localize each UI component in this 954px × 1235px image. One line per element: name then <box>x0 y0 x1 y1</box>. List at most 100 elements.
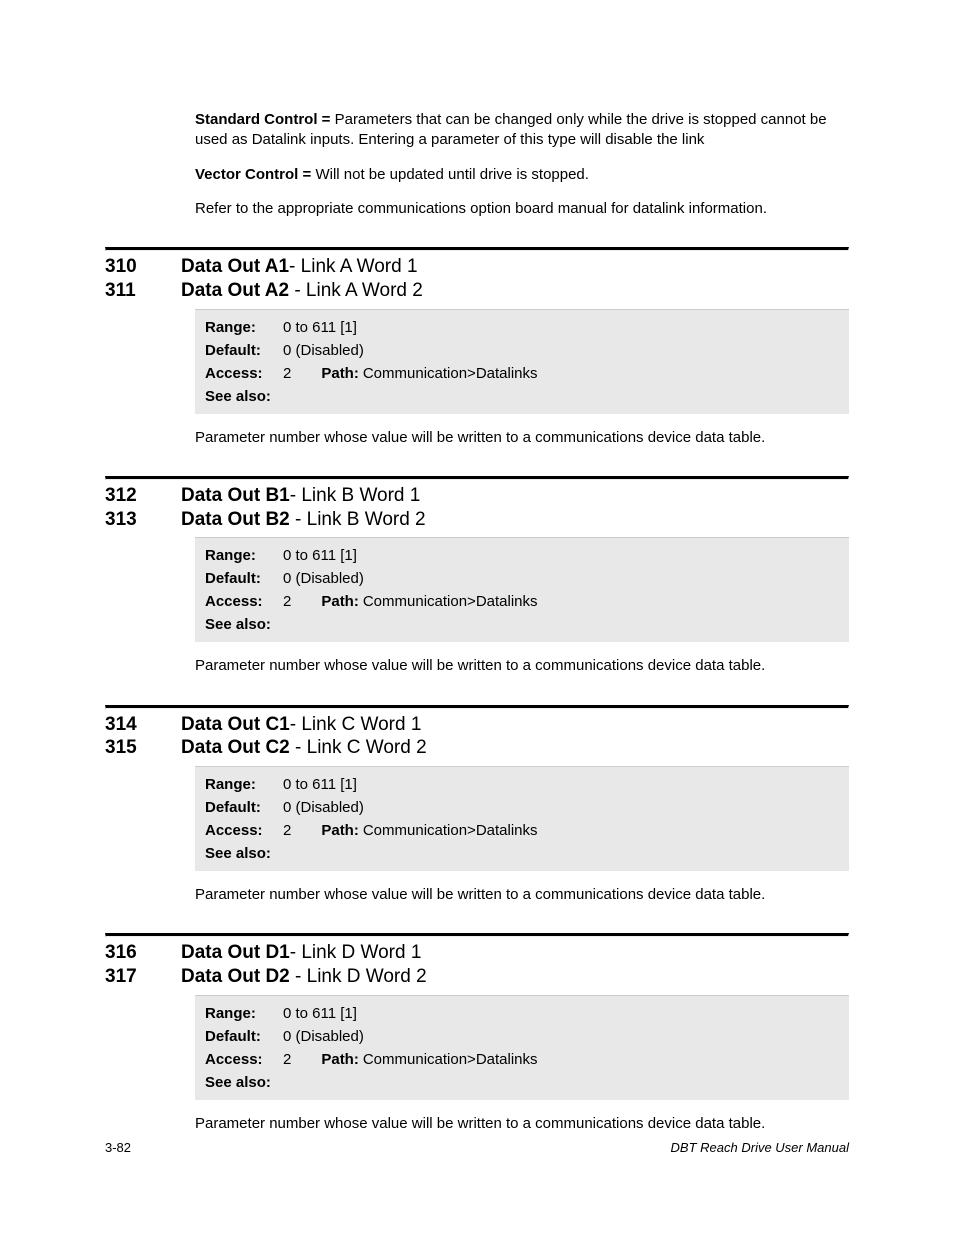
page-number: 3-82 <box>105 1140 131 1155</box>
default-label: Default: <box>205 342 283 359</box>
page: Standard Control = Parameters that can b… <box>0 0 954 1235</box>
parameter-description: Parameter number whose value will be wri… <box>195 885 849 905</box>
vector-control-text: Will not be updated until drive is stopp… <box>315 166 589 183</box>
see-also-value <box>283 845 313 862</box>
see-also-label: See also: <box>205 616 283 633</box>
parameter-description: Parameter number whose value will be wri… <box>195 1114 849 1134</box>
access-label: Access: <box>205 365 283 382</box>
default-value: 0 (Disabled) <box>283 570 394 587</box>
separator-rule <box>105 933 849 937</box>
parameter-details-box: Range: 0 to 611 [1] Default: 0 (Disabled… <box>195 995 849 1100</box>
default-value: 0 (Disabled) <box>283 1028 394 1045</box>
default-row: Default: 0 (Disabled) <box>205 567 839 590</box>
parameter-number-2: 315 <box>105 736 177 760</box>
range-row: Range: 0 to 611 [1] <box>205 544 839 567</box>
access-row: Access: 2 Path: Communication>Datalinks <box>205 590 839 613</box>
parameter-header: 316 317 Data Out D1- Link D Word 1 Data … <box>105 941 849 989</box>
see-also-row: See also: <box>205 842 839 865</box>
range-row: Range: 0 to 611 [1] <box>205 773 839 796</box>
see-also-value <box>283 1074 313 1091</box>
default-row: Default: 0 (Disabled) <box>205 796 839 819</box>
parameter-details-box: Range: 0 to 611 [1] Default: 0 (Disabled… <box>195 766 849 871</box>
parameter-numbers: 310 311 <box>105 255 181 303</box>
range-value: 0 to 611 [1] <box>283 776 387 793</box>
default-label: Default: <box>205 799 283 816</box>
see-also-row: See also: <box>205 613 839 636</box>
parameter-title-line-2: Data Out C2 - Link C Word 2 <box>181 736 849 760</box>
range-value: 0 to 611 [1] <box>283 547 387 564</box>
range-label: Range: <box>205 547 283 564</box>
parameter-titles: Data Out C1- Link C Word 1 Data Out C2 -… <box>181 713 849 761</box>
access-value: 2 <box>283 1051 321 1068</box>
range-label: Range: <box>205 319 283 336</box>
parameter-number-1: 316 <box>105 941 177 965</box>
access-value: 2 <box>283 593 321 610</box>
access-label: Access: <box>205 822 283 839</box>
parameter-details-box: Range: 0 to 611 [1] Default: 0 (Disabled… <box>195 537 849 642</box>
path-label: Path: <box>321 822 363 839</box>
range-row: Range: 0 to 611 [1] <box>205 1002 839 1025</box>
range-label: Range: <box>205 776 283 793</box>
see-also-label: See also: <box>205 1074 283 1091</box>
manual-title: DBT Reach Drive User Manual <box>671 1140 849 1155</box>
access-row: Access: 2 Path: Communication>Datalinks <box>205 1048 839 1071</box>
parameter-block: 312 313 Data Out B1- Link B Word 1 Data … <box>105 476 849 677</box>
path-value: Communication>Datalinks <box>363 365 538 382</box>
parameter-titles: Data Out A1- Link A Word 1 Data Out A2 -… <box>181 255 849 303</box>
refer-text: Refer to the appropriate communications … <box>195 199 849 219</box>
access-row: Access: 2 Path: Communication>Datalinks <box>205 819 839 842</box>
see-also-row: See also: <box>205 385 839 408</box>
parameter-description: Parameter number whose value will be wri… <box>195 428 849 448</box>
range-value: 0 to 611 [1] <box>283 1005 387 1022</box>
default-row: Default: 0 (Disabled) <box>205 1025 839 1048</box>
parameter-number-2: 317 <box>105 965 177 989</box>
path-label: Path: <box>321 365 363 382</box>
parameter-description: Parameter number whose value will be wri… <box>195 656 849 676</box>
intro-section: Standard Control = Parameters that can b… <box>195 110 849 219</box>
default-row: Default: 0 (Disabled) <box>205 339 839 362</box>
see-also-value <box>283 388 313 405</box>
parameter-title-line-1: Data Out A1- Link A Word 1 <box>181 255 849 279</box>
parameter-titles: Data Out B1- Link B Word 1 Data Out B2 -… <box>181 484 849 532</box>
parameter-titles: Data Out D1- Link D Word 1 Data Out D2 -… <box>181 941 849 989</box>
parameter-header: 310 311 Data Out A1- Link A Word 1 Data … <box>105 255 849 303</box>
parameter-blocks: 310 311 Data Out A1- Link A Word 1 Data … <box>105 247 849 1134</box>
access-label: Access: <box>205 1051 283 1068</box>
path-value: Communication>Datalinks <box>363 1051 538 1068</box>
default-value: 0 (Disabled) <box>283 342 394 359</box>
default-value: 0 (Disabled) <box>283 799 394 816</box>
parameter-number-1: 312 <box>105 484 177 508</box>
access-row: Access: 2 Path: Communication>Datalinks <box>205 362 839 385</box>
parameter-block: 316 317 Data Out D1- Link D Word 1 Data … <box>105 933 849 1134</box>
vector-control-paragraph: Vector Control = Will not be updated unt… <box>195 165 849 185</box>
path-value: Communication>Datalinks <box>363 822 538 839</box>
parameter-title-line-1: Data Out C1- Link C Word 1 <box>181 713 849 737</box>
access-value: 2 <box>283 365 321 382</box>
path-label: Path: <box>321 1051 363 1068</box>
parameter-numbers: 312 313 <box>105 484 181 532</box>
default-label: Default: <box>205 1028 283 1045</box>
parameter-number-2: 313 <box>105 508 177 532</box>
parameter-block: 314 315 Data Out C1- Link C Word 1 Data … <box>105 705 849 906</box>
parameter-title-line-2: Data Out D2 - Link D Word 2 <box>181 965 849 989</box>
separator-rule <box>105 247 849 251</box>
see-also-value <box>283 616 313 633</box>
see-also-row: See also: <box>205 1071 839 1094</box>
parameter-number-1: 310 <box>105 255 177 279</box>
parameter-title-line-1: Data Out B1- Link B Word 1 <box>181 484 849 508</box>
standard-control-paragraph: Standard Control = Parameters that can b… <box>195 110 849 151</box>
standard-control-label: Standard Control = <box>195 111 335 128</box>
access-label: Access: <box>205 593 283 610</box>
parameter-header: 314 315 Data Out C1- Link C Word 1 Data … <box>105 713 849 761</box>
parameter-details-box: Range: 0 to 611 [1] Default: 0 (Disabled… <box>195 309 849 414</box>
parameter-numbers: 314 315 <box>105 713 181 761</box>
path-label: Path: <box>321 593 363 610</box>
parameter-block: 310 311 Data Out A1- Link A Word 1 Data … <box>105 247 849 448</box>
range-value: 0 to 611 [1] <box>283 319 387 336</box>
parameter-number-1: 314 <box>105 713 177 737</box>
see-also-label: See also: <box>205 845 283 862</box>
separator-rule <box>105 705 849 709</box>
parameter-numbers: 316 317 <box>105 941 181 989</box>
range-row: Range: 0 to 611 [1] <box>205 316 839 339</box>
see-also-label: See also: <box>205 388 283 405</box>
